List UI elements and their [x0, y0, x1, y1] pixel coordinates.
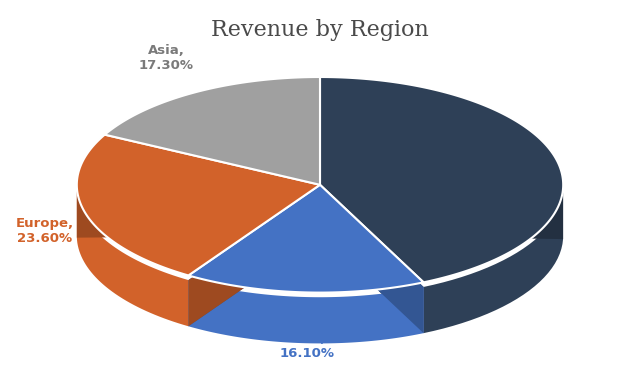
Text: Africa/Middle
East,
16.10%: Africa/Middle East, 16.10%	[257, 317, 357, 360]
Polygon shape	[188, 185, 424, 293]
Polygon shape	[77, 189, 320, 238]
Polygon shape	[77, 135, 320, 275]
Text: Revenue by Region: Revenue by Region	[211, 19, 429, 41]
Text: Americas,
43.00%: Americas, 43.00%	[424, 132, 498, 160]
Polygon shape	[77, 191, 188, 326]
Polygon shape	[320, 189, 424, 333]
Polygon shape	[105, 77, 320, 185]
Polygon shape	[320, 77, 563, 282]
Polygon shape	[188, 280, 424, 343]
Polygon shape	[320, 189, 424, 333]
Polygon shape	[320, 189, 563, 239]
Text: Europe,
23.60%: Europe, 23.60%	[16, 217, 74, 245]
Text: Asia,
17.30%: Asia, 17.30%	[139, 44, 194, 72]
Polygon shape	[188, 189, 320, 326]
Polygon shape	[188, 189, 320, 326]
Polygon shape	[424, 193, 563, 333]
